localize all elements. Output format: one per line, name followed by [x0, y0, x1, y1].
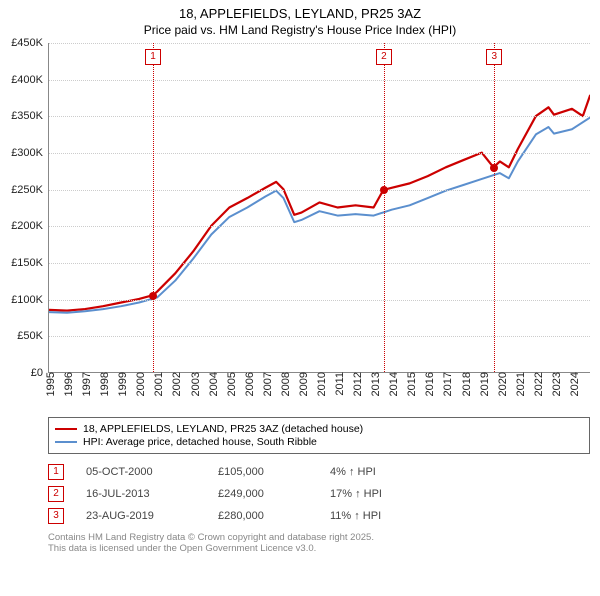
title-line-1: 18, APPLEFIELDS, LEYLAND, PR25 3AZ — [0, 6, 600, 21]
event-date: 05-OCT-2000 — [86, 466, 196, 478]
x-axis-label: 2016 — [420, 372, 436, 396]
event-number-box: 1 — [48, 464, 64, 480]
footer: Contains HM Land Registry data © Crown c… — [48, 532, 590, 554]
x-axis-label: 2024 — [565, 372, 581, 396]
x-axis-label: 2014 — [384, 372, 400, 396]
plot-area: £0£50K£100K£150K£200K£250K£300K£350K£400… — [48, 43, 590, 373]
x-axis-label: 2006 — [240, 372, 256, 396]
event-marker-box: 1 — [145, 49, 161, 65]
x-axis-label: 2007 — [258, 372, 274, 396]
gridline-y — [49, 153, 590, 154]
event-row: 3 23-AUG-2019 £280,000 11% ↑ HPI — [48, 508, 590, 524]
event-delta: 11% ↑ HPI — [330, 510, 440, 522]
x-axis-label: 1995 — [41, 372, 57, 396]
event-dot — [380, 186, 388, 194]
series-line — [49, 118, 590, 313]
y-axis-label: £450K — [11, 37, 49, 49]
footer-line-2: This data is licensed under the Open Gov… — [48, 543, 590, 554]
x-axis-label: 2011 — [330, 372, 346, 396]
legend-swatch — [55, 428, 77, 430]
x-axis-label: 2008 — [276, 372, 292, 396]
event-date: 23-AUG-2019 — [86, 510, 196, 522]
y-axis-label: £100K — [11, 294, 49, 306]
events-table: 1 05-OCT-2000 £105,000 4% ↑ HPI 2 16-JUL-2013… — [48, 464, 590, 524]
event-delta: 17% ↑ HPI — [330, 488, 440, 500]
page: 18, APPLEFIELDS, LEYLAND, PR25 3AZ Price… — [0, 6, 600, 596]
x-axis-label: 2020 — [493, 372, 509, 396]
gridline-y — [49, 43, 590, 44]
gridline-y — [49, 263, 590, 264]
event-number-box: 2 — [48, 486, 64, 502]
x-axis-label: 2021 — [511, 372, 527, 396]
y-axis-label: £250K — [11, 184, 49, 196]
x-axis-label: 2013 — [366, 372, 382, 396]
event-price: £105,000 — [218, 466, 308, 478]
legend-label: HPI: Average price, detached house, Sout… — [83, 436, 317, 448]
x-axis-label: 2017 — [438, 372, 454, 396]
event-price: £249,000 — [218, 488, 308, 500]
chart: £0£50K£100K£150K£200K£250K£300K£350K£400… — [48, 43, 590, 373]
y-axis-label: £300K — [11, 147, 49, 159]
gridline-y — [49, 336, 590, 337]
event-delta: 4% ↑ HPI — [330, 466, 440, 478]
x-axis-label: 2001 — [149, 372, 165, 396]
event-number-box: 3 — [48, 508, 64, 524]
gridline-y — [49, 226, 590, 227]
x-axis-label: 2005 — [222, 372, 238, 396]
x-axis-label: 1998 — [95, 372, 111, 396]
event-price: £280,000 — [218, 510, 308, 522]
x-axis-label: 1999 — [113, 372, 129, 396]
x-axis-label: 2023 — [547, 372, 563, 396]
legend-label: 18, APPLEFIELDS, LEYLAND, PR25 3AZ (deta… — [83, 423, 363, 435]
event-vline — [153, 43, 154, 372]
event-vline — [494, 43, 495, 372]
legend-swatch — [55, 441, 77, 443]
event-marker-box: 3 — [486, 49, 502, 65]
x-axis-label: 2002 — [167, 372, 183, 396]
gridline-y — [49, 190, 590, 191]
chart-titles: 18, APPLEFIELDS, LEYLAND, PR25 3AZ Price… — [0, 6, 600, 37]
x-axis-label: 2022 — [529, 372, 545, 396]
y-axis-label: £50K — [17, 330, 49, 342]
gridline-y — [49, 300, 590, 301]
x-axis-label: 1997 — [77, 372, 93, 396]
x-axis-label: 2009 — [294, 372, 310, 396]
legend: 18, APPLEFIELDS, LEYLAND, PR25 3AZ (deta… — [48, 417, 590, 454]
x-axis-label: 2000 — [131, 372, 147, 396]
y-axis-label: £350K — [11, 110, 49, 122]
x-axis-label: 1996 — [59, 372, 75, 396]
y-axis-label: £200K — [11, 220, 49, 232]
y-axis-label: £400K — [11, 74, 49, 86]
x-axis-label: 2018 — [457, 372, 473, 396]
gridline-y — [49, 116, 590, 117]
x-axis-label: 2015 — [402, 372, 418, 396]
event-marker-box: 2 — [376, 49, 392, 65]
gridline-y — [49, 80, 590, 81]
event-row: 2 16-JUL-2013 £249,000 17% ↑ HPI — [48, 486, 590, 502]
x-axis-label: 2003 — [186, 372, 202, 396]
title-line-2: Price paid vs. HM Land Registry's House … — [0, 23, 600, 37]
x-axis-label: 2012 — [348, 372, 364, 396]
x-axis-label: 2019 — [475, 372, 491, 396]
event-dot — [149, 292, 157, 300]
event-vline — [384, 43, 385, 372]
legend-item: 18, APPLEFIELDS, LEYLAND, PR25 3AZ (deta… — [55, 423, 583, 435]
legend-item: HPI: Average price, detached house, Sout… — [55, 436, 583, 448]
x-axis-label: 2010 — [312, 372, 328, 396]
x-axis-label: 2004 — [204, 372, 220, 396]
event-row: 1 05-OCT-2000 £105,000 4% ↑ HPI — [48, 464, 590, 480]
series-line — [49, 96, 590, 311]
y-axis-label: £150K — [11, 257, 49, 269]
footer-line-1: Contains HM Land Registry data © Crown c… — [48, 532, 590, 543]
event-dot — [490, 164, 498, 172]
event-date: 16-JUL-2013 — [86, 488, 196, 500]
line-series-layer — [49, 43, 590, 372]
